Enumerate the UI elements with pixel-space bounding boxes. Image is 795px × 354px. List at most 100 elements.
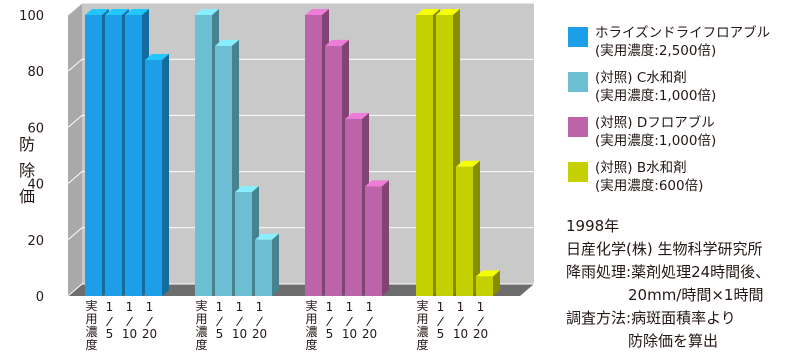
- x-tick-label-denominator: 20: [252, 327, 267, 341]
- bar-top: [365, 180, 389, 187]
- x-tick-label-denominator: 5: [326, 327, 334, 341]
- x-tick-label-numerator: 1: [146, 300, 154, 314]
- x-tick-label-char: 用: [195, 312, 207, 326]
- bar: [476, 276, 493, 296]
- x-tick-label-char: 濃: [416, 325, 428, 339]
- bar: [215, 45, 232, 296]
- bar-top: [416, 9, 440, 15]
- note-rain-line2: 20mm/時間×1時間: [628, 286, 764, 304]
- x-tick-label-numerator: 1: [457, 300, 465, 314]
- bar: [365, 186, 382, 296]
- x-tick-label-char: 用: [85, 312, 97, 326]
- x-tick-label-numerator: 1: [346, 300, 354, 314]
- bar-top: [195, 9, 219, 15]
- legend-detail-c-wettable: (実用濃度:1,000倍): [595, 88, 717, 104]
- x-tick-label-slash: [346, 316, 353, 327]
- note-rain-label: 降雨処理:: [566, 263, 632, 281]
- legend-swatch-d-flowable: [568, 117, 588, 137]
- legend-label-d-flowable: (対照) Dフロアブル: [595, 115, 715, 131]
- x-tick-label-numerator: 1: [366, 300, 374, 314]
- x-tick-label-numerator: 1: [106, 300, 114, 314]
- x-tick-label-char: 度: [305, 337, 317, 352]
- y-tick-label: 0: [36, 290, 44, 305]
- bar: [416, 15, 433, 296]
- bar-top: [255, 233, 279, 240]
- x-tick-label-slash: [457, 316, 464, 327]
- gridline: [67, 2, 534, 16]
- x-tick-label-numerator: 1: [126, 300, 134, 314]
- x-tick-label-denominator: 20: [142, 327, 157, 341]
- x-tick-label-numerator: 1: [437, 300, 445, 314]
- x-tick-label-denominator: 10: [232, 327, 247, 341]
- gridline: [67, 171, 534, 184]
- x-tick-label-slash: [326, 316, 333, 327]
- y-axis-label-char: 価: [19, 187, 35, 206]
- note-year: 1998年: [566, 217, 620, 235]
- x-tick-label-char: 濃: [195, 325, 207, 339]
- x-tick-label-char: 濃: [85, 325, 97, 339]
- bar-group: [195, 9, 279, 296]
- bar: [125, 15, 142, 296]
- bar: [325, 45, 342, 296]
- bar-top: [345, 112, 369, 119]
- bar-top: [325, 39, 349, 46]
- x-tick-label-denominator: 20: [473, 327, 488, 341]
- bar: [436, 15, 453, 296]
- bar: [345, 118, 362, 296]
- bar-top: [456, 160, 480, 167]
- legend-detail-b-wettable: (実用濃度:600倍): [595, 178, 704, 194]
- y-tick-label: 40: [27, 178, 44, 193]
- y-axis-label-char: 防: [19, 135, 35, 154]
- bar-top: [305, 9, 329, 15]
- x-tick-label-denominator: 5: [106, 327, 114, 341]
- x-tick-label-char: 実: [85, 298, 97, 313]
- chart-side-wall: [68, 3, 82, 296]
- x-tick-label-denominator: 5: [216, 327, 224, 341]
- bar: [195, 15, 212, 296]
- x-tick-label-char: 用: [305, 312, 317, 326]
- x-tick-label-slash: [437, 316, 444, 327]
- bar: [145, 59, 162, 297]
- test-conditions-note: 1998年 日産化学(株) 生物科学研究所 降雨処理:薬剤処理24時間後、 20…: [566, 215, 795, 353]
- bar-side: [473, 160, 480, 296]
- x-tick-label-char: 実: [416, 298, 428, 313]
- chart-legend: ホライズンドライフロアブル (実用濃度:2,500倍) (対照) C水和剤 (実…: [566, 24, 795, 204]
- x-tick-label-char: 実: [195, 298, 207, 313]
- x-tick-label-denominator: 10: [453, 327, 468, 341]
- x-tick-label-slash: [126, 316, 133, 327]
- bar-group: [305, 9, 389, 296]
- note-method-label: 調査方法:: [566, 309, 632, 327]
- bar-group: [85, 9, 169, 297]
- bar-top: [235, 186, 259, 193]
- note-rain-row: 降雨処理:薬剤処理24時間後、: [566, 261, 795, 284]
- legend-item-horizon: ホライズンドライフロアブル (実用濃度:2,500倍): [566, 24, 795, 69]
- y-tick-label: 60: [27, 121, 44, 136]
- x-tick-label-slash: [146, 316, 153, 327]
- bar: [235, 192, 252, 296]
- bar: [105, 15, 122, 296]
- x-tick-label-numerator: 1: [236, 300, 244, 314]
- x-tick-label-denominator: 20: [362, 327, 377, 341]
- bar-group: [416, 9, 500, 296]
- x-tick-label-char: 濃: [305, 325, 317, 339]
- y-axis-label-char: 除: [19, 161, 35, 180]
- legend-detail-d-flowable: (実用濃度:1,000倍): [595, 133, 717, 149]
- gridline: [67, 114, 534, 128]
- legend-detail-horizon: (実用濃度:2,500倍): [595, 43, 717, 59]
- legend-label-horizon: ホライズンドライフロアブル: [595, 25, 771, 41]
- x-tick-label-char: 度: [195, 337, 207, 352]
- bar: [255, 239, 272, 296]
- note-method-line2: 防除価を算出: [628, 332, 719, 350]
- x-tick-label-char: 度: [416, 337, 428, 352]
- bar-top: [215, 39, 239, 46]
- bar-top: [145, 53, 169, 60]
- y-tick-label: 20: [27, 234, 44, 249]
- x-tick-label-char: 度: [85, 337, 97, 352]
- x-tick-label-numerator: 1: [477, 300, 485, 314]
- legend-item-b-wettable: (対照) B水和剤 (実用濃度:600倍): [566, 159, 795, 204]
- x-tick-label-numerator: 1: [256, 300, 264, 314]
- x-tick-label-slash: [236, 316, 243, 327]
- bar: [456, 166, 473, 296]
- bar: [305, 15, 322, 296]
- gridline: [67, 58, 534, 72]
